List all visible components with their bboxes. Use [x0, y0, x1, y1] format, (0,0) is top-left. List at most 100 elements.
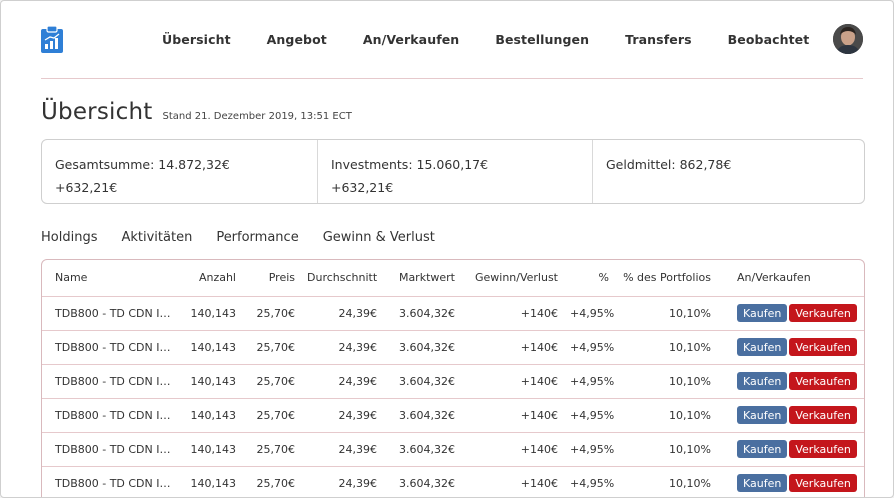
tab-aktivitaeten[interactable]: Aktivitäten [121, 230, 193, 245]
buy-button[interactable]: Kaufen [737, 474, 788, 493]
cell-anzahl: 140,143 [182, 295, 242, 330]
cell-preis: 25,70€ [242, 295, 301, 330]
cell-prozent: +4,95% [564, 329, 615, 364]
buy-button[interactable]: Kaufen [737, 440, 788, 458]
nav-bestellungen[interactable]: Bestellungen [495, 32, 590, 47]
cell-preis: 25,70€ [242, 363, 301, 398]
nav-transfers[interactable]: Transfers [625, 32, 692, 47]
cell-name: TDB800 - TD CDN IND... [42, 329, 182, 364]
sell-button[interactable]: Verkaufen [789, 304, 857, 322]
table-row[interactable]: TDB800 - TD CDN IND... 140,143 25,70€ 24… [42, 295, 864, 330]
nav-an-verkaufen[interactable]: An/Verkaufen [362, 32, 460, 47]
top-header: Übersicht Angebot An/Verkaufen Bestellun… [41, 1, 863, 79]
cell-marktwert: 3.604,32€ [383, 397, 461, 432]
table-row[interactable]: TDB800 - TD CDN IND... 140,143 25,70€ 24… [42, 431, 864, 466]
table-row[interactable]: TDB800 - TD CDN IND... 140,143 25,70€ 24… [42, 397, 864, 432]
cell-gewinn-verlust: +140€ [461, 465, 564, 497]
cell-actions: Kaufen Verkaufen [717, 431, 864, 466]
sell-button[interactable]: Verkaufen [789, 372, 857, 390]
cell-gewinn-verlust: +140€ [461, 329, 564, 364]
cell-name: TDB800 - TD CDN IND... [42, 363, 182, 398]
cell-portfolio-anteil: 10,10% [615, 431, 717, 466]
summary-total: Gesamtsumme: 14.872,32€ +632,21€ [42, 140, 317, 203]
tab-gewinn-verlust[interactable]: Gewinn & Verlust [322, 230, 435, 245]
cell-durchschnitt: 24,39€ [301, 465, 383, 497]
clipboard-chart-icon[interactable] [41, 25, 63, 53]
buy-button[interactable]: Kaufen [737, 304, 788, 322]
col-marktwert[interactable]: Marktwert [398, 271, 455, 285]
cell-name: TDB800 - TD CDN IND... [42, 295, 182, 330]
sell-button[interactable]: Verkaufen [789, 474, 857, 493]
cell-durchschnitt: 24,39€ [301, 329, 383, 364]
col-name[interactable]: Name [55, 271, 88, 285]
nav-uebersicht[interactable]: Übersicht [162, 32, 231, 47]
table-row[interactable]: TDB800 - TD CDN IND... 140,143 25,70€ 24… [42, 465, 864, 497]
cell-marktwert: 3.604,32€ [383, 295, 461, 330]
cell-actions: Kaufen Verkaufen [717, 363, 864, 398]
cell-name: TDB800 - TD CDN IND... [42, 397, 182, 432]
table-row[interactable]: TDB800 - TD CDN IND... 140,143 25,70€ 24… [42, 329, 864, 364]
cell-name: TDB800 - TD CDN IND... [42, 465, 182, 497]
cell-preis: 25,70€ [242, 431, 301, 466]
buy-button[interactable]: Kaufen [737, 338, 788, 356]
cell-portfolio-anteil: 10,10% [615, 295, 717, 330]
col-durchschnitt[interactable]: Durchschnitt [307, 271, 378, 285]
summary-cash: Geldmittel: 862,78€ [592, 140, 864, 203]
page-title: Übersicht [41, 99, 153, 125]
cell-prozent: +4,95% [564, 397, 615, 432]
col-gewinn-verlust[interactable]: Gewinn/Verlust [474, 271, 558, 285]
cell-durchschnitt: 24,39€ [301, 295, 383, 330]
col-an-verkaufen: An/Verkaufen [737, 271, 811, 285]
table-body: TDB800 - TD CDN IND... 140,143 25,70€ 24… [42, 295, 864, 497]
cell-marktwert: 3.604,32€ [383, 363, 461, 398]
col-preis[interactable]: Preis [268, 271, 295, 285]
cell-gewinn-verlust: +140€ [461, 397, 564, 432]
user-avatar[interactable] [833, 24, 863, 54]
buy-button[interactable]: Kaufen [737, 406, 788, 424]
cell-marktwert: 3.604,32€ [383, 465, 461, 497]
holdings-table: Name Anzahl Preis Durchschnitt Marktwert… [41, 259, 865, 497]
nav-beobachtet[interactable]: Beobachtet [727, 32, 810, 47]
cell-actions: Kaufen Verkaufen [717, 465, 864, 497]
table-row[interactable]: TDB800 - TD CDN IND... 140,143 25,70€ 24… [42, 363, 864, 398]
investments-value: Investments: 15.060,17€ [331, 157, 489, 172]
cell-prozent: +4,95% [564, 431, 615, 466]
cell-anzahl: 140,143 [182, 465, 242, 497]
cell-actions: Kaufen Verkaufen [717, 295, 864, 330]
title-row: Übersicht Stand 21. Dezember 2019, 13:51… [41, 99, 352, 125]
col-portfolio-anteil[interactable]: % des Portfolios [623, 271, 711, 285]
cell-durchschnitt: 24,39€ [301, 397, 383, 432]
cell-marktwert: 3.604,32€ [383, 431, 461, 466]
sell-button[interactable]: Verkaufen [789, 440, 857, 458]
summary-panel: Gesamtsumme: 14.872,32€ +632,21€ Investm… [41, 139, 865, 204]
section-tabs: Holdings Aktivitäten Performance Gewinn … [41, 230, 459, 245]
cell-prozent: +4,95% [564, 295, 615, 330]
cell-name: TDB800 - TD CDN IND... [42, 431, 182, 466]
col-anzahl[interactable]: Anzahl [198, 271, 236, 285]
cell-prozent: +4,95% [564, 363, 615, 398]
sell-button[interactable]: Verkaufen [789, 406, 857, 424]
sell-button[interactable]: Verkaufen [789, 338, 857, 356]
cell-gewinn-verlust: +140€ [461, 363, 564, 398]
cell-actions: Kaufen Verkaufen [717, 329, 864, 364]
cell-preis: 25,70€ [242, 465, 301, 497]
total-value: Gesamtsumme: 14.872,32€ [55, 157, 230, 172]
cell-gewinn-verlust: +140€ [461, 295, 564, 330]
tab-performance[interactable]: Performance [216, 230, 299, 245]
main-nav: Übersicht Angebot An/Verkaufen Bestellun… [162, 32, 845, 47]
cell-portfolio-anteil: 10,10% [615, 397, 717, 432]
cell-anzahl: 140,143 [182, 397, 242, 432]
tab-holdings[interactable]: Holdings [41, 230, 98, 245]
cell-portfolio-anteil: 10,10% [615, 465, 717, 497]
cell-preis: 25,70€ [242, 329, 301, 364]
cell-preis: 25,70€ [242, 397, 301, 432]
nav-angebot[interactable]: Angebot [266, 32, 327, 47]
total-change: +632,21€ [55, 180, 118, 195]
cell-marktwert: 3.604,32€ [383, 329, 461, 364]
buy-button[interactable]: Kaufen [737, 372, 788, 390]
cell-durchschnitt: 24,39€ [301, 363, 383, 398]
cell-prozent: +4,95% [564, 465, 615, 497]
col-prozent[interactable]: % [598, 271, 609, 285]
cell-actions: Kaufen Verkaufen [717, 397, 864, 432]
